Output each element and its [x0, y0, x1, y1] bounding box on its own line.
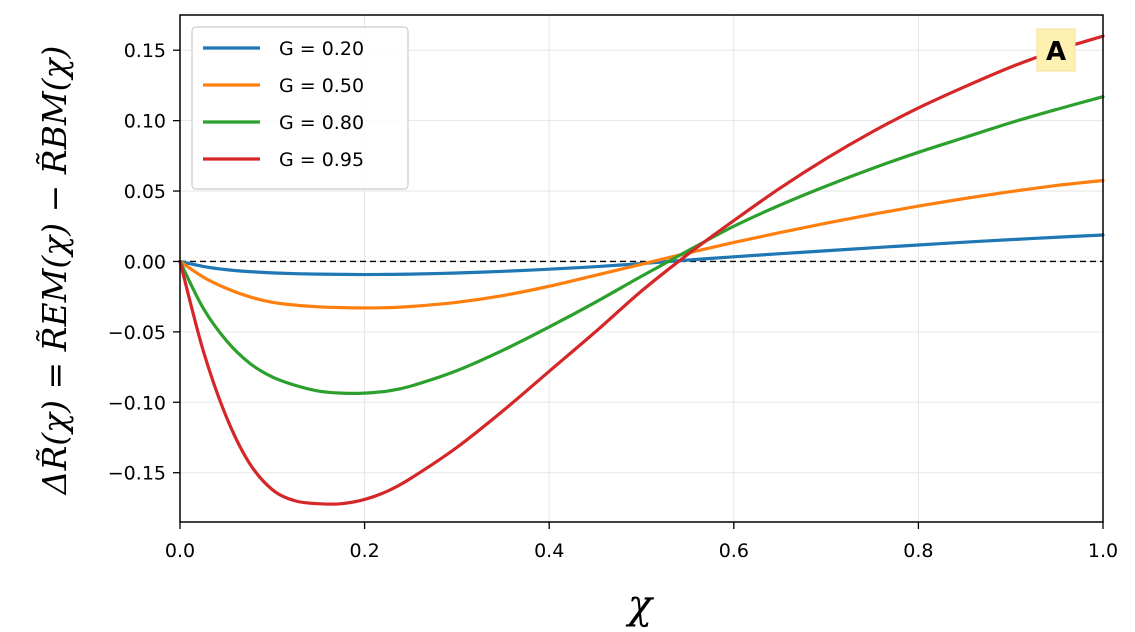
panel-label: A	[1046, 37, 1066, 67]
legend-label-1: G = 0.20	[279, 38, 364, 60]
y-tick-label: −0.15	[108, 463, 166, 485]
y-tick-label: 0.05	[124, 181, 166, 203]
x-tick-label: 0.0	[165, 540, 195, 562]
legend-items: G = 0.20 G = 0.50 G = 0.80 G = 0.95	[203, 38, 364, 171]
series-line-3	[178, 95, 1105, 396]
y-tick-label: 0.15	[124, 40, 166, 62]
y-axis-ticks: 0.15 0.10 0.05 0.00 −0.05 −0.10 −0.15	[108, 40, 180, 485]
y-tick-label: −0.10	[108, 392, 166, 414]
y-tick-label: 0.00	[124, 251, 166, 273]
x-tick-label: 0.6	[719, 540, 749, 562]
plot-frame	[179, 14, 1104, 523]
x-tick-label: 0.8	[903, 540, 933, 562]
legend-frame	[191, 26, 409, 190]
y-tick-label: 0.10	[124, 111, 166, 133]
legend-label-4: G = 0.95	[279, 149, 364, 171]
x-axis-ticks: 0.0 0.2 0.4 0.6 0.8 1.0	[165, 522, 1118, 562]
series-line-4	[178, 34, 1105, 506]
y-tick-label: −0.05	[108, 322, 166, 344]
legend: G = 0.20 G = 0.50 G = 0.80 G = 0.95	[191, 26, 409, 190]
x-tick-label: 0.2	[349, 540, 379, 562]
series-line-2	[178, 178, 1105, 310]
x-axis-title: χ	[625, 582, 655, 628]
panel-badge: A	[1036, 28, 1076, 72]
x-tick-label: 0.4	[534, 540, 564, 562]
legend-label-3: G = 0.80	[279, 112, 364, 134]
y-axis-title: ΔR̃(χ) = R̃EM(χ) − R̃BM(χ)	[35, 46, 74, 497]
x-tick-label: 1.0	[1088, 540, 1118, 562]
series-line-1	[178, 233, 1105, 277]
panel-badge-background	[1036, 28, 1076, 72]
legend-label-2: G = 0.50	[279, 75, 364, 97]
series-group	[178, 34, 1105, 506]
